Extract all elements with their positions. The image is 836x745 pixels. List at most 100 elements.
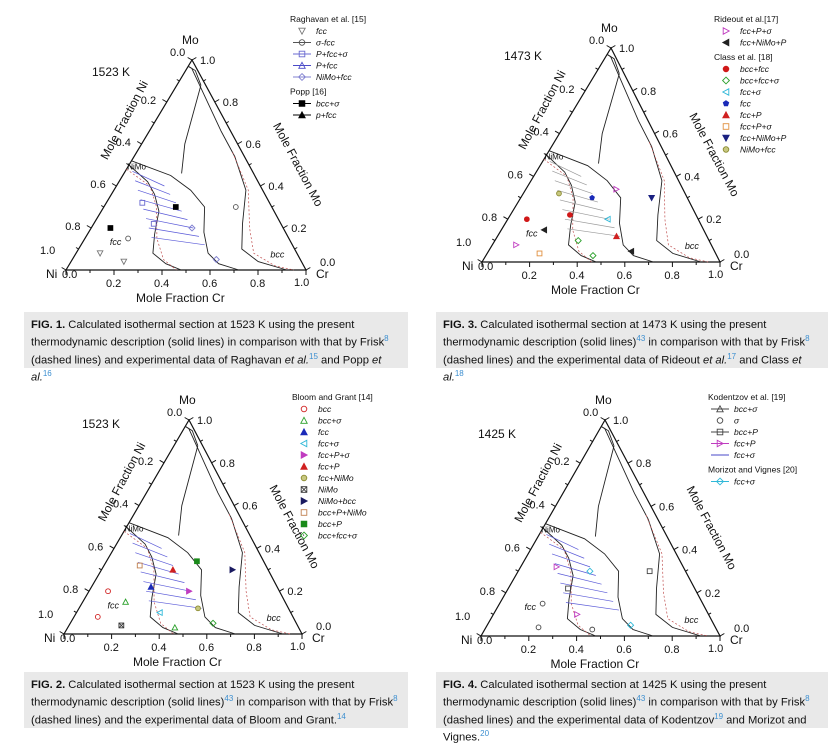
tick-left: [162, 99, 168, 103]
marker-triangle-left: [721, 88, 730, 96]
diagram-group: 0.2 0.4 0.6 0.80.20.40.60.80.80.60.40.2Mo0.…: [38, 393, 331, 668]
legend-item-label: bcc+P: [734, 427, 758, 437]
tick-label-mo: 0.8: [636, 458, 651, 470]
marker-triangle-up: [169, 566, 177, 573]
sigma-boundary: [128, 522, 236, 635]
data-point: [589, 251, 597, 260]
data-point: [139, 199, 146, 206]
corner-cr-label: Cr: [312, 631, 325, 645]
tick-left: [492, 238, 496, 242]
tie-line: [132, 170, 165, 187]
tick-left: [606, 45, 612, 49]
ternary-diagram-2: 0.2 0.4 0.6 0.80.20.40.60.80.80.60.40.2Mo0.…: [38, 392, 373, 668]
frisk-dashed-bcc: [228, 514, 291, 635]
tick-left: [477, 259, 483, 263]
corner-mo-ni-zero: 0.0: [170, 47, 185, 59]
legend-item-label: bcc+fcc+σ: [318, 531, 358, 541]
axis-title-cr: Mole Fraction Cr: [551, 657, 640, 668]
legend-item-label: NiMo+bcc: [318, 496, 357, 506]
region-nimo-label: NiMo: [541, 525, 560, 534]
corner-mo-ni-zero: 0.0: [583, 407, 598, 419]
tick-label-ni: 0.8: [482, 212, 497, 224]
tick-label-ni: 0.8: [480, 586, 495, 598]
tick-left: [109, 545, 115, 549]
data-point: [604, 215, 611, 223]
tie-line: [132, 542, 168, 558]
marker-square: [136, 562, 143, 569]
corner-ni-one: 1.0: [40, 245, 55, 257]
corner-cr-one: 1.0: [708, 643, 723, 655]
tick-right: [662, 526, 666, 529]
legend-item-label: bcc: [318, 404, 332, 414]
tick-right: [610, 45, 616, 49]
tick-left: [75, 247, 79, 250]
tie-boundary: [178, 445, 199, 536]
data-point: [626, 621, 635, 629]
marker-circle: [300, 405, 308, 413]
tick-right: [654, 130, 660, 135]
legend-item-label: fcc+σ: [318, 439, 340, 449]
tick-left: [600, 417, 606, 421]
data-point: [612, 232, 621, 240]
tick-label-ni: 0.8: [65, 221, 80, 233]
tick-right: [290, 610, 294, 614]
corner-ni-zero: 0.0: [478, 261, 493, 273]
axis-title-ni: Mole Fraction Ni: [511, 441, 564, 525]
marker-circle: [716, 417, 724, 424]
legend-item-label: fcc+NiMo+P: [740, 38, 787, 48]
data-point: [229, 566, 237, 574]
triangle-frame: [64, 58, 308, 271]
bcc-boundary: [187, 65, 287, 271]
legend-item-label: bcc+σ: [318, 416, 342, 426]
marker-triangle-up: [300, 462, 308, 470]
marker-diamond: [626, 621, 635, 629]
corner-cr-label: Cr: [730, 259, 743, 273]
tick-label-cr: 0.2: [106, 278, 121, 290]
tick-left: [580, 87, 586, 92]
corner-ni-label: Ni: [44, 631, 55, 645]
marker-diamond: [299, 531, 309, 540]
temperature-label: 1473 K: [504, 49, 542, 63]
corner-cr-zero: 0.0: [320, 257, 335, 269]
corner-cr-one: 1.0: [290, 641, 305, 653]
legend-source: Kodentzov et al. [19]: [708, 392, 786, 402]
tick-label-mo: 0.6: [663, 129, 678, 141]
marker-triangle-right: [186, 587, 193, 595]
legend-item-label: bcc+P: [318, 519, 342, 529]
data-point: [169, 566, 177, 573]
sigma-boundary: [548, 150, 654, 263]
data-point: [96, 250, 104, 257]
legend-item-label: bcc+fcc+σ: [740, 76, 780, 86]
tie-line: [563, 592, 614, 602]
tick-right: [621, 67, 625, 70]
tick-left: [187, 57, 193, 61]
legend-item-label: fcc+σ: [734, 477, 756, 487]
marker-triangle-up: [716, 404, 724, 413]
corner-mo-label: Mo: [595, 393, 612, 407]
tick-label-cr: 0.6: [199, 642, 214, 654]
tie-line: [148, 600, 202, 609]
tick-label-ni: 0.4: [529, 499, 544, 511]
tick-label-ni: 0.4: [113, 499, 128, 511]
tie-boundary: [598, 73, 620, 164]
tick-right: [267, 567, 271, 571]
tick-right: [697, 216, 703, 220]
tie-line: [151, 237, 205, 246]
marker-circle: [589, 626, 596, 633]
tie-line: [135, 180, 171, 195]
marker-cross: [118, 622, 125, 629]
fcc-boundary: [546, 154, 597, 263]
tie-line: [554, 180, 593, 194]
legend: Kodentzov et al. [19]bcc+σσbcc+Pfcc+Pfcc…: [708, 392, 797, 487]
tick-label-cr: 0.2: [104, 642, 119, 654]
marker-circle: [232, 204, 239, 210]
sigma-boundary: [131, 160, 239, 271]
legend-item-label: NiMo: [318, 485, 338, 495]
bcc-boundary: [606, 54, 702, 263]
tick-label-ni: 0.6: [88, 541, 103, 553]
region-fcc-label: fcc: [110, 237, 122, 247]
axis-title-mo: Mole Fraction Mo: [270, 120, 326, 209]
data-point: [195, 605, 201, 612]
data-point: [150, 220, 157, 227]
